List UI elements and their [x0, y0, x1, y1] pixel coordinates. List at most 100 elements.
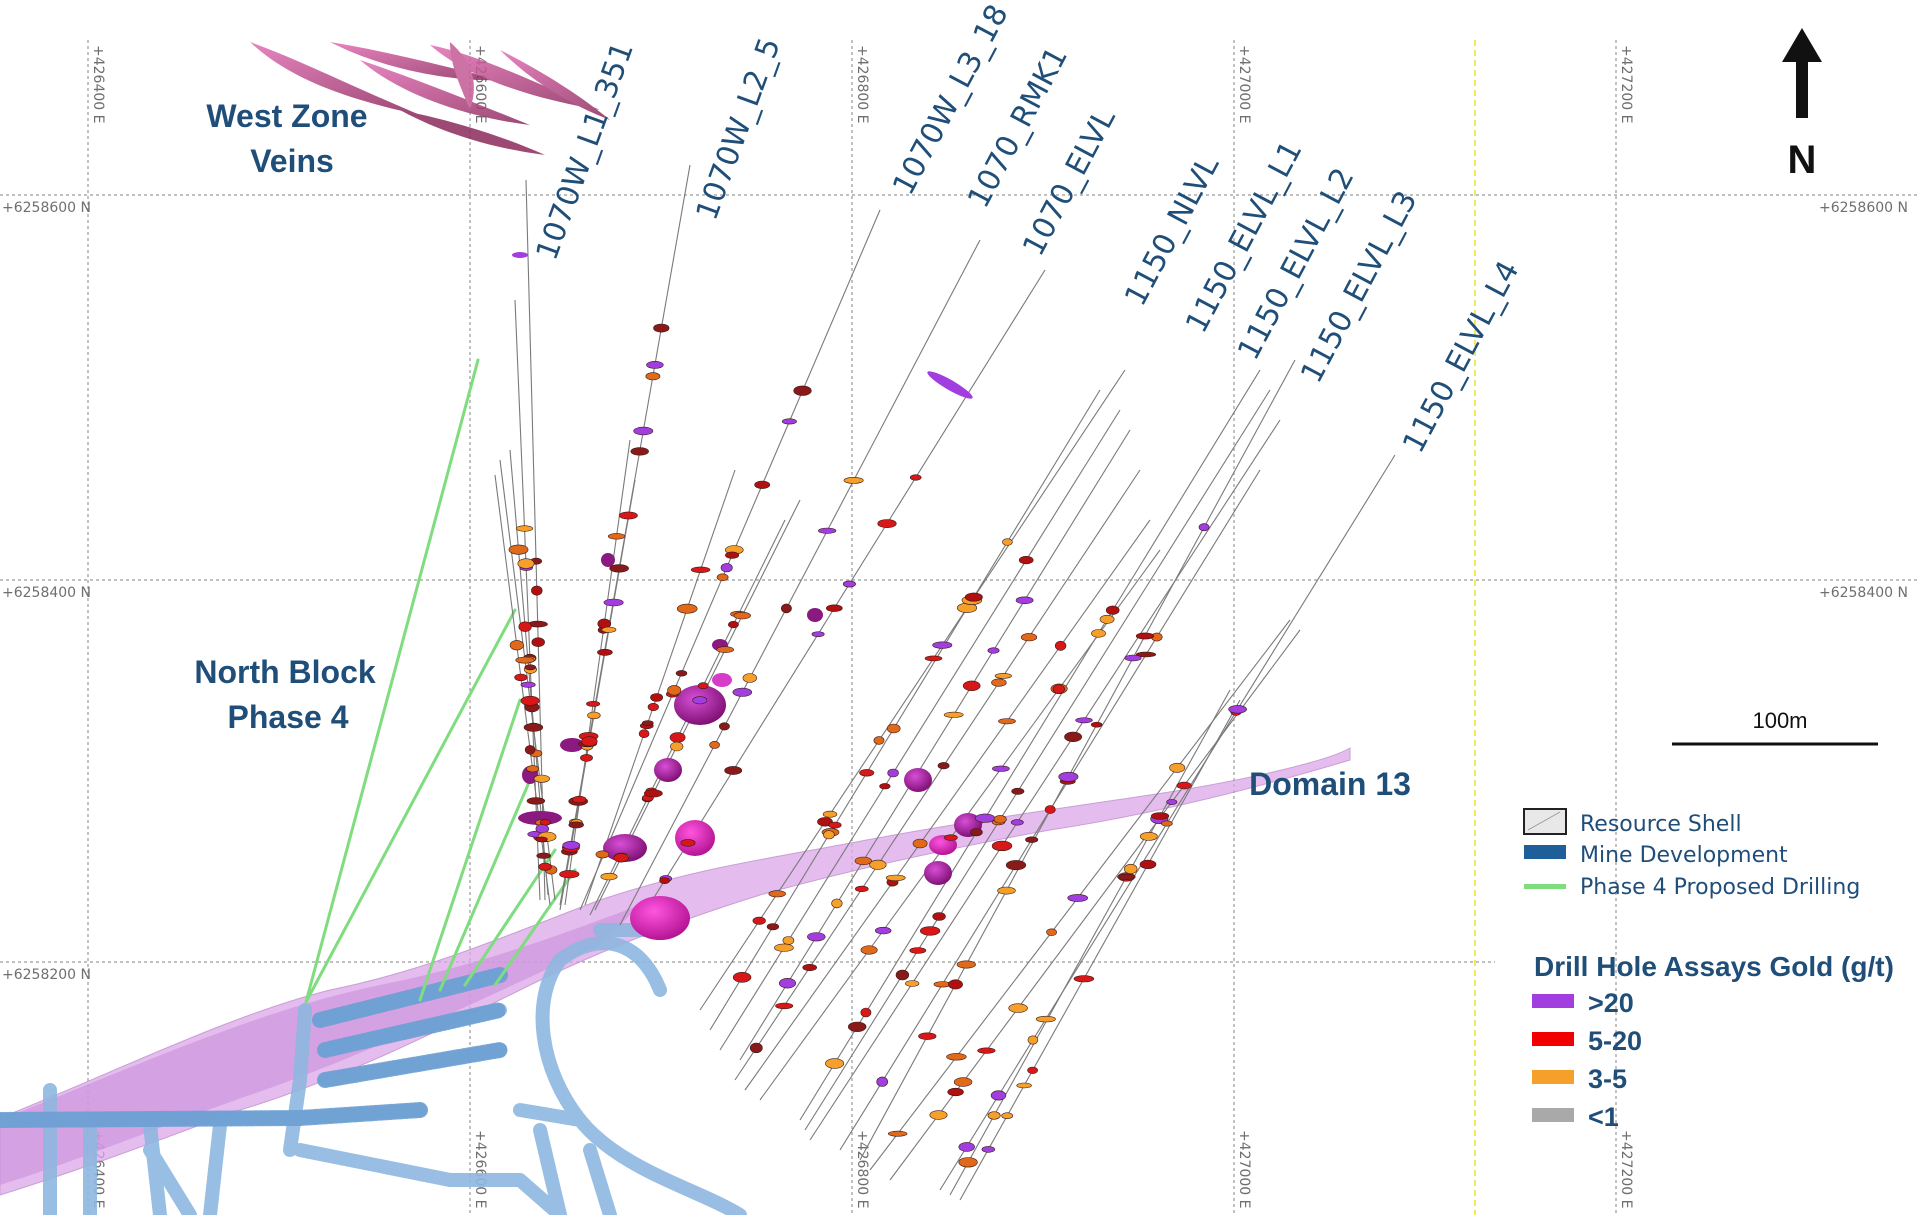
west-zone-label: West Zone: [206, 98, 367, 134]
assay-marker: [1010, 819, 1024, 826]
assay-marker: [948, 979, 963, 990]
assay-marker: [515, 656, 535, 664]
assay-marker: [675, 670, 688, 677]
assay-marker: [886, 723, 901, 734]
assay-marker: [775, 1002, 794, 1010]
assay-marker: [1105, 605, 1120, 615]
assay-marker: [720, 563, 733, 573]
assay-marker: [1001, 1112, 1014, 1119]
assay-marker: [962, 680, 981, 691]
assay-marker: [869, 859, 887, 870]
assay-marker: [818, 527, 837, 534]
domain-13-label: Domain 13: [1249, 766, 1411, 802]
assay-marker: [873, 736, 885, 745]
assay-marker: [802, 963, 818, 971]
scale-bar-label: 100m: [1752, 708, 1807, 733]
assay-marker: [733, 611, 751, 620]
assay-marker: [768, 890, 786, 898]
assay-marker: [854, 856, 872, 866]
assay-marker: [732, 687, 753, 697]
assay-marker: [1090, 721, 1103, 728]
assay-marker: [990, 1090, 1007, 1101]
assay-marker: [1075, 717, 1093, 724]
assay-marker: [905, 980, 920, 987]
assay-marker: [597, 648, 613, 656]
assay-legend-title: Drill Hole Assays Gold (g/t): [1534, 951, 1894, 982]
assay-marker: [526, 797, 546, 805]
assay-marker: [842, 580, 856, 588]
easting-label: +427000 E: [1236, 1130, 1252, 1208]
north-block-label: Phase 4: [228, 699, 349, 735]
assay-marker: [1027, 1066, 1038, 1074]
scale-bar: 100m: [1672, 708, 1878, 746]
assay-marker: [601, 626, 617, 633]
assay-marker: [533, 774, 550, 783]
northing-label: +6258600 N: [1819, 200, 1908, 216]
small-assay-markers: [508, 323, 1247, 1168]
assay-marker: [581, 736, 598, 747]
assay-marker: [725, 551, 740, 559]
mine-development-swatch: [1524, 845, 1566, 859]
assay-marker: [680, 839, 696, 847]
assay-marker: [811, 631, 825, 638]
map-legend: Resource Shell Mine Development Phase 4 …: [1523, 808, 1894, 1132]
assay-marker: [944, 834, 958, 841]
assay-marker: [670, 741, 684, 752]
assay-marker: [932, 912, 946, 921]
west-zone-label: Veins: [250, 143, 334, 179]
assay-marker: [595, 850, 610, 859]
grade-swatch: [1532, 1070, 1574, 1084]
assay-marker: [586, 701, 601, 707]
assay-marker: [630, 447, 649, 456]
assay-marker: [766, 923, 780, 931]
resource-shell-swatch: [1523, 808, 1567, 835]
assay-marker: [1027, 1035, 1039, 1045]
northing-label: +6258400 N: [2, 585, 91, 601]
assay-marker: [879, 783, 891, 790]
north-block-label: North Block: [194, 654, 376, 690]
assay-marker: [568, 821, 584, 829]
phase4-proposed-drilling: [304, 358, 577, 1004]
assay-marker: [1150, 812, 1170, 820]
assay-marker: [843, 476, 864, 484]
assay-marker: [876, 1076, 889, 1087]
assay-marker: [807, 932, 826, 942]
assay-marker: [509, 640, 524, 651]
easting-label: +426800 E: [854, 1130, 870, 1208]
assay-marker: [887, 1130, 908, 1137]
assay-marker: [831, 898, 843, 909]
assay-marker: [828, 821, 842, 829]
assay-marker: [877, 519, 897, 528]
assay-marker: [874, 926, 892, 935]
assay-marker: [508, 544, 529, 555]
assay-marker: [619, 511, 638, 520]
easting-label: +426600 E: [472, 1130, 488, 1208]
grade-label: 3-5: [1588, 1064, 1627, 1094]
assay-marker: [825, 604, 843, 612]
assay-marker: [774, 943, 794, 952]
assay-marker: [603, 598, 624, 607]
assay-marker: [531, 585, 543, 596]
assay-marker: [958, 1142, 975, 1152]
assay-marker: [822, 810, 838, 818]
assay-marker: [633, 426, 654, 436]
assay-marker: [719, 722, 730, 731]
assay-marker: [1067, 894, 1088, 902]
assay-marker: [1020, 633, 1038, 642]
grade-label: 5-20: [1588, 1026, 1642, 1056]
assay-marker: [937, 762, 950, 770]
assay-marker: [1008, 1003, 1028, 1013]
assay-marker: [669, 732, 686, 743]
assay-marker: [1035, 1015, 1056, 1023]
assay-marker: [709, 741, 720, 749]
assay-marker: [1016, 1082, 1032, 1089]
assay-marker: [742, 673, 757, 683]
assay-marker: [641, 720, 654, 726]
assay-marker: [1091, 629, 1106, 638]
assay-marker: [754, 480, 771, 489]
assay-marker: [993, 815, 1007, 824]
assay-marker: [975, 813, 996, 823]
assay-marker: [1018, 555, 1034, 565]
assay-marker: [1124, 654, 1142, 662]
